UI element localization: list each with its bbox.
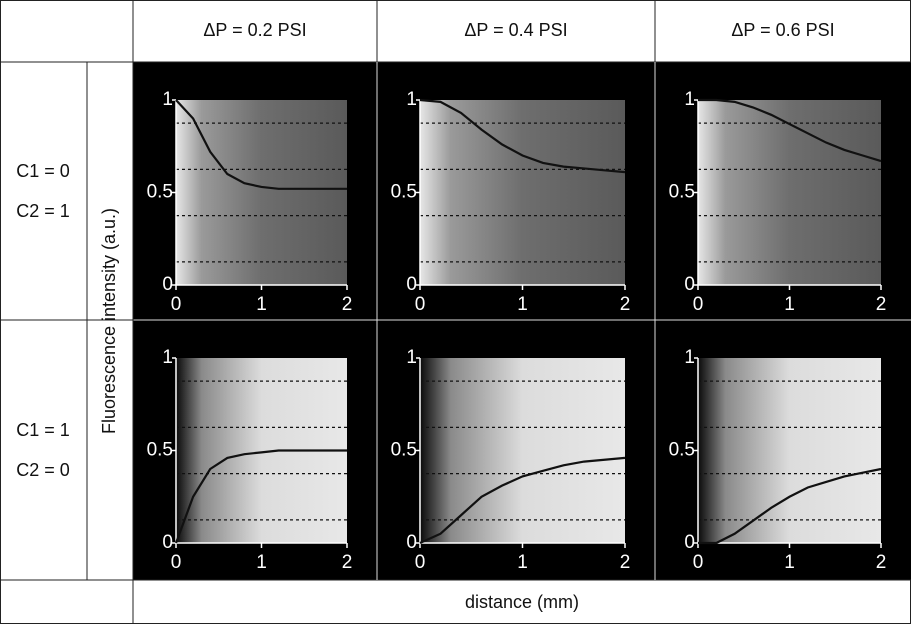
y-tick-label: 1 [684, 89, 695, 110]
y-tick-label: 1 [684, 347, 695, 368]
x-tick-label: 2 [876, 552, 887, 573]
curve [698, 467, 882, 545]
y-tick-label: 1 [406, 347, 417, 368]
image-background [176, 100, 347, 285]
y-tick-label: 0.5 [391, 182, 417, 203]
y-tick-label: 1 [162, 347, 173, 368]
x-tick-label: 2 [342, 294, 353, 315]
x-tick-label: 2 [620, 552, 631, 573]
y-tick-label: 0 [406, 532, 417, 553]
curve [419, 456, 626, 545]
x-tick-label: 1 [517, 294, 528, 315]
x-tick-label: 1 [256, 294, 267, 315]
y-tick-label: 0.5 [669, 182, 695, 203]
curve [698, 98, 882, 163]
x-tick-label: 2 [342, 552, 353, 573]
x-tick-label: 1 [256, 552, 267, 573]
y-tick-label: 0 [162, 532, 173, 553]
curve [174, 449, 347, 544]
row-label: C2 = 0 [16, 460, 70, 480]
x-tick-label: 1 [517, 552, 528, 573]
x-axis-label: distance (mm) [465, 592, 579, 612]
y-tick-label: 1 [406, 89, 417, 110]
y-tick-label: 0 [162, 274, 173, 295]
x-tick-label: 2 [876, 294, 887, 315]
x-tick-label: 0 [171, 294, 182, 315]
x-tick-label: 2 [620, 294, 631, 315]
row-label: C1 = 1 [16, 420, 70, 440]
curve [419, 98, 626, 174]
column-header: ΔP = 0.6 PSI [731, 20, 834, 40]
x-tick-label: 0 [693, 552, 704, 573]
curve [175, 99, 347, 190]
y-tick-label: 0.5 [669, 440, 695, 461]
y-tick-label: 0 [406, 274, 417, 295]
y-tick-label: 0 [684, 532, 695, 553]
x-tick-label: 1 [784, 552, 795, 573]
x-tick-label: 0 [415, 552, 426, 573]
x-tick-label: 0 [693, 294, 704, 315]
column-header: ΔP = 0.4 PSI [464, 20, 567, 40]
image-background [698, 358, 881, 543]
column-header: ΔP = 0.2 PSI [203, 20, 306, 40]
y-tick-label: 1 [162, 89, 173, 110]
image-background [420, 358, 625, 543]
x-tick-label: 0 [171, 552, 182, 573]
y-tick-label: 0.5 [147, 440, 173, 461]
row-label: C2 = 1 [16, 201, 70, 221]
x-tick-label: 0 [415, 294, 426, 315]
row-label: C1 = 0 [16, 161, 70, 181]
y-tick-label: 0.5 [147, 182, 173, 203]
y-axis-label: Fluorescence intensity (a.u.) [99, 208, 119, 434]
image-background [420, 100, 625, 285]
x-tick-label: 1 [784, 294, 795, 315]
image-background [698, 100, 881, 285]
y-tick-label: 0 [684, 274, 695, 295]
y-tick-label: 0.5 [391, 440, 417, 461]
